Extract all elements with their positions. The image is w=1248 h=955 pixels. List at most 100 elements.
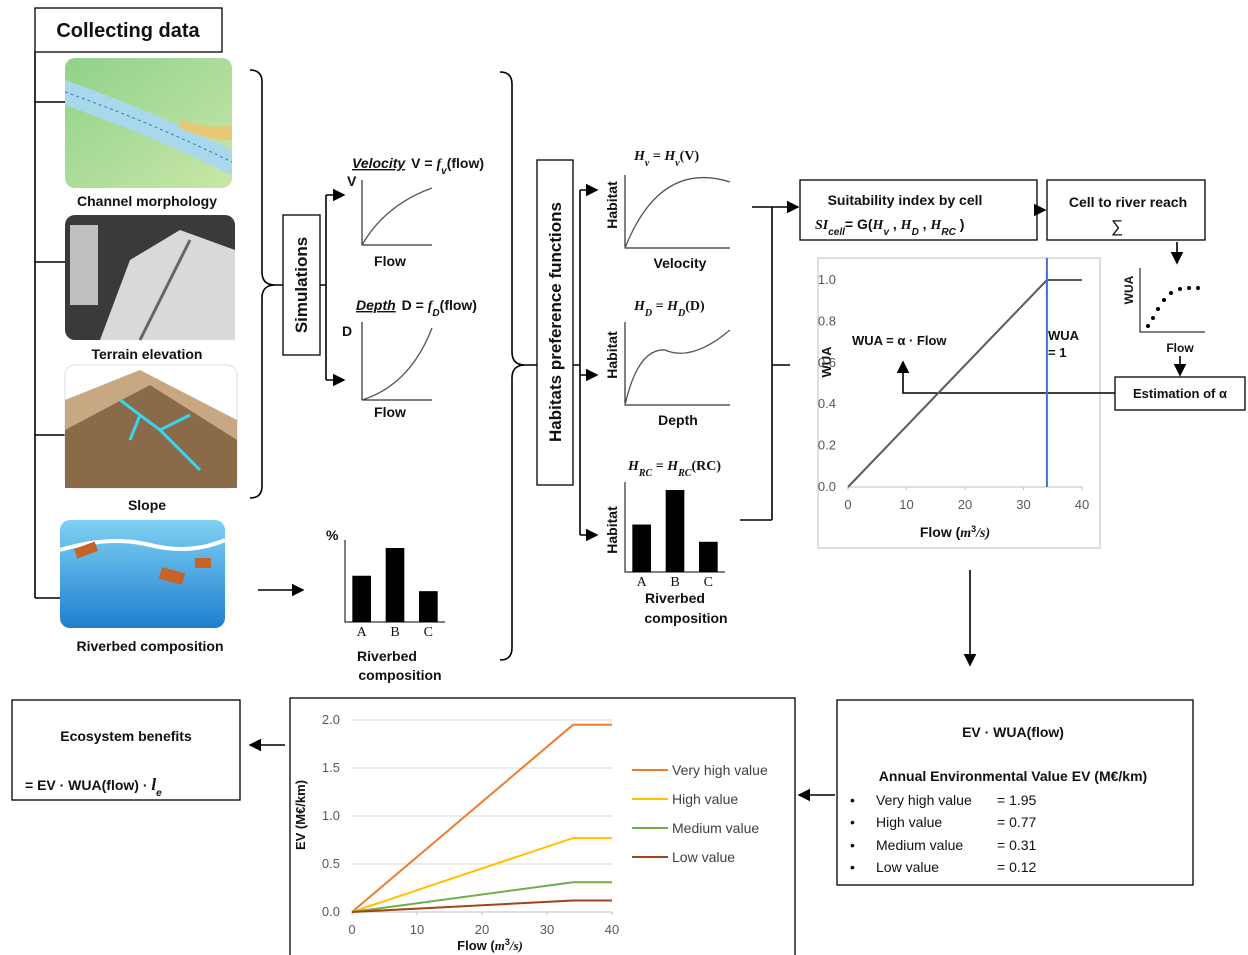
axis-label: V xyxy=(347,173,357,189)
x-tick-label: 0 xyxy=(348,922,355,937)
formula: H xyxy=(663,149,676,164)
formula: v xyxy=(645,158,650,169)
connector xyxy=(320,195,327,380)
bar xyxy=(632,524,651,572)
name: Depth xyxy=(356,297,396,313)
item-label: High value xyxy=(876,814,942,830)
item-value: = 0.77 xyxy=(997,814,1037,830)
legend-label: Low value xyxy=(672,849,735,865)
y-tick-label: 0.4 xyxy=(818,396,836,411)
formula: f xyxy=(428,299,434,314)
annotation: = 1 xyxy=(1048,345,1066,360)
formula: v xyxy=(883,227,890,238)
y-tick-label: 0.8 xyxy=(818,313,836,328)
benefits-box xyxy=(11,699,241,801)
item-value: = 0.31 xyxy=(997,837,1037,853)
brace xyxy=(249,69,283,499)
y-tick-label: 0.6 xyxy=(818,355,836,370)
habitats-box xyxy=(536,159,574,486)
axis-label: m xyxy=(960,526,971,541)
bullet: • xyxy=(850,814,855,830)
x-tick-label: 30 xyxy=(1016,497,1030,512)
title: Collecting data xyxy=(56,20,200,42)
x-tick-label: A xyxy=(357,625,368,640)
formula: RC xyxy=(941,227,956,238)
x-tick-label: 10 xyxy=(410,922,424,937)
x-tick-label: B xyxy=(670,575,679,590)
formula: (RC) xyxy=(691,459,721,474)
formula: = xyxy=(649,149,664,164)
x-tick-label: 20 xyxy=(475,922,489,937)
source-label: Channel morphology xyxy=(77,193,217,209)
axis-label: Depth xyxy=(658,412,698,428)
axis xyxy=(624,175,730,249)
formula: e xyxy=(156,788,162,799)
bar xyxy=(419,591,438,622)
bar xyxy=(385,548,405,622)
x-axis-label: Flow (m3/s) xyxy=(457,937,523,953)
formula: H xyxy=(666,299,679,314)
formula: H xyxy=(900,218,913,233)
chart-title: Depth D = fD(flow) xyxy=(356,297,477,319)
sketch-curve xyxy=(361,327,433,401)
chart-title: Velocity V = fv(flow) xyxy=(352,155,484,177)
legend-label: High value xyxy=(672,791,738,807)
x-tick-label: C xyxy=(704,575,713,590)
y-tick-label: 0.0 xyxy=(322,904,340,919)
axis-label: Habitat xyxy=(604,181,620,229)
annotation: WUA xyxy=(1048,328,1080,343)
formula: = xyxy=(652,299,667,314)
formula: H xyxy=(666,459,679,474)
formula: (flow) xyxy=(447,155,484,171)
axis xyxy=(1139,268,1205,333)
axis-label: Riverbed xyxy=(645,590,705,606)
formula: D xyxy=(677,308,685,319)
item-value: = 0.12 xyxy=(997,859,1037,875)
benefits-title: Ecosystem benefits xyxy=(60,728,192,744)
axis xyxy=(361,322,432,401)
y-tick-label: 0.0 xyxy=(818,479,836,494)
formula: H xyxy=(633,149,646,164)
ev-heading: Annual Environmental Value EV (M€/km) xyxy=(879,768,1147,784)
formula: , xyxy=(919,216,931,232)
axis-label: composition xyxy=(644,610,727,626)
formula: RC xyxy=(638,468,653,479)
axis-label: Habitat xyxy=(604,506,620,554)
line xyxy=(351,723,612,913)
annotation: WUA = α · Flow xyxy=(852,333,947,348)
axis-label: /s) xyxy=(975,526,990,541)
item-value: = 1.95 xyxy=(997,792,1037,808)
chart-title: HD = HD(D) xyxy=(633,299,705,319)
suitability-formula: SIcell= G(Hv , HD , HRC ) xyxy=(815,216,964,238)
y-axis-label: EV (M€/km) xyxy=(293,780,308,850)
bracket xyxy=(740,206,790,521)
formula: D xyxy=(644,308,652,319)
axis-label: Flow xyxy=(374,253,406,269)
formula: (flow) xyxy=(440,297,477,313)
formula: = xyxy=(652,459,667,474)
x-tick-label: 10 xyxy=(899,497,913,512)
bullet: • xyxy=(850,792,855,808)
axis-label: WUA xyxy=(1122,275,1136,304)
formula: ) xyxy=(956,216,965,232)
formula: D xyxy=(432,308,439,319)
suitability-box xyxy=(799,179,1038,241)
formula: cell xyxy=(828,227,845,238)
reach-symbol: ∑ xyxy=(1111,217,1123,236)
formula: f xyxy=(436,157,442,172)
ev-list: • Very high value = 1.95 • High value = 0.77… xyxy=(850,792,1037,875)
sketch-curve xyxy=(624,329,731,406)
bar xyxy=(352,575,371,622)
source-label: Riverbed composition xyxy=(76,638,223,654)
legend-label: Medium value xyxy=(672,820,759,836)
formula: = EV · WUA(flow) · xyxy=(25,777,151,793)
source-label: Slope xyxy=(128,497,166,513)
x-axis-label: Flow (m3/s) xyxy=(920,524,990,541)
bar xyxy=(665,490,685,572)
axis-label: composition xyxy=(358,667,441,683)
y-tick-label: 2.0 xyxy=(322,712,340,727)
name: Velocity xyxy=(352,155,406,171)
axis-label: D xyxy=(342,323,352,339)
image-channel xyxy=(64,58,233,188)
